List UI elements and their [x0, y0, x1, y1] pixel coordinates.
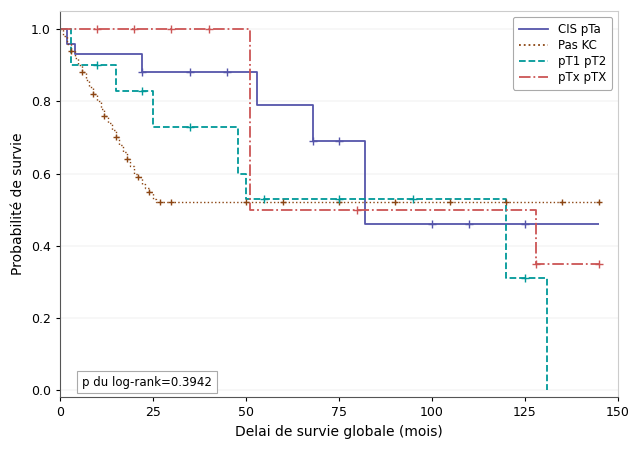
- Y-axis label: Probabilité de survie: Probabilité de survie: [11, 133, 25, 275]
- Line: pTx pTX: pTx pTX: [60, 29, 599, 264]
- pTx pTX: [447, 207, 454, 212]
- pTx pTX: [354, 207, 362, 212]
- pTx pTX: [279, 207, 287, 212]
- CIS pTa: [503, 221, 510, 227]
- Pas KC: [82, 77, 90, 82]
- Pas KC: [56, 27, 63, 32]
- pTx pTX: [391, 207, 399, 212]
- pTx pTX: [317, 207, 324, 212]
- pT1 pT2: [67, 63, 75, 68]
- pT1 pT2: [391, 196, 399, 202]
- pT1 pT2: [130, 88, 138, 93]
- pTx pTX: [317, 207, 324, 212]
- CIS pTa: [138, 52, 146, 57]
- X-axis label: Delai de survie globale (mois): Delai de survie globale (mois): [235, 425, 443, 439]
- pTx pTX: [372, 207, 380, 212]
- pTx pTX: [447, 207, 454, 212]
- pTx pTX: [93, 27, 101, 32]
- Pas KC: [60, 27, 67, 32]
- pTx pTX: [260, 207, 268, 212]
- pTx pTX: [335, 207, 343, 212]
- Pas KC: [142, 182, 149, 187]
- pTx pTX: [391, 207, 399, 212]
- pTx pTX: [532, 207, 540, 212]
- pTx pTX: [279, 207, 287, 212]
- Pas KC: [153, 200, 160, 205]
- pTx pTX: [130, 27, 138, 32]
- CIS pTa: [361, 221, 369, 227]
- CIS pTa: [223, 70, 231, 75]
- Pas KC: [335, 200, 343, 205]
- pT1 pT2: [167, 124, 175, 129]
- pTx pTX: [595, 261, 603, 266]
- Pas KC: [595, 200, 603, 205]
- pTx pTX: [465, 207, 473, 212]
- pTx pTX: [130, 27, 138, 32]
- pTx pTX: [260, 207, 268, 212]
- pTx pTX: [521, 207, 529, 212]
- pTx pTX: [246, 27, 253, 32]
- Text: p du log-rank=0.3942: p du log-rank=0.3942: [82, 376, 212, 389]
- pTx pTX: [410, 207, 417, 212]
- pTx pTX: [298, 207, 306, 212]
- Line: pT1 pT2: pT1 pT2: [60, 29, 547, 390]
- Pas KC: [354, 200, 362, 205]
- pTx pTX: [335, 207, 343, 212]
- pTx pTX: [298, 207, 306, 212]
- CIS pTa: [595, 221, 603, 227]
- pTx pTX: [532, 261, 540, 266]
- pT1 pT2: [279, 196, 287, 202]
- pTx pTX: [410, 207, 417, 212]
- pT1 pT2: [56, 27, 63, 32]
- pTx pTX: [204, 27, 212, 32]
- pTx pTX: [428, 207, 436, 212]
- CIS pTa: [101, 52, 108, 57]
- pT1 pT2: [93, 63, 101, 68]
- pTx pTX: [428, 207, 436, 212]
- pTx pTX: [93, 27, 101, 32]
- pTx pTX: [167, 27, 175, 32]
- pTx pTX: [204, 27, 212, 32]
- Pas KC: [595, 200, 603, 205]
- pTx pTX: [595, 261, 603, 266]
- pTx pTX: [242, 27, 249, 32]
- Line: CIS pTa: CIS pTa: [60, 29, 599, 224]
- pTx pTX: [484, 207, 492, 212]
- pTx pTX: [354, 207, 362, 212]
- pTx pTX: [503, 207, 510, 212]
- pTx pTX: [56, 27, 63, 32]
- CIS pTa: [56, 27, 63, 32]
- CIS pTa: [249, 70, 257, 75]
- pTx pTX: [503, 207, 510, 212]
- pTx pTX: [372, 207, 380, 212]
- Line: Pas KC: Pas KC: [60, 29, 599, 202]
- pTx pTX: [521, 207, 529, 212]
- pT1 pT2: [544, 387, 551, 393]
- Legend: CIS pTa, Pas KC, pT1 pT2, pTx pTX: CIS pTa, Pas KC, pT1 pT2, pTx pTX: [513, 17, 612, 90]
- pTx pTX: [242, 27, 249, 32]
- CIS pTa: [108, 52, 115, 57]
- pTx pTX: [246, 207, 253, 212]
- pTx pTX: [465, 207, 473, 212]
- pTx pTX: [484, 207, 492, 212]
- pTx pTX: [167, 27, 175, 32]
